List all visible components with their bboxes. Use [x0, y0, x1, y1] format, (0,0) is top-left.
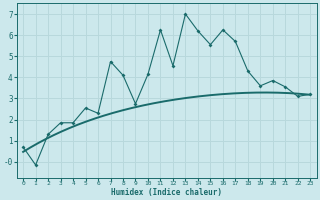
- X-axis label: Humidex (Indice chaleur): Humidex (Indice chaleur): [111, 188, 222, 197]
